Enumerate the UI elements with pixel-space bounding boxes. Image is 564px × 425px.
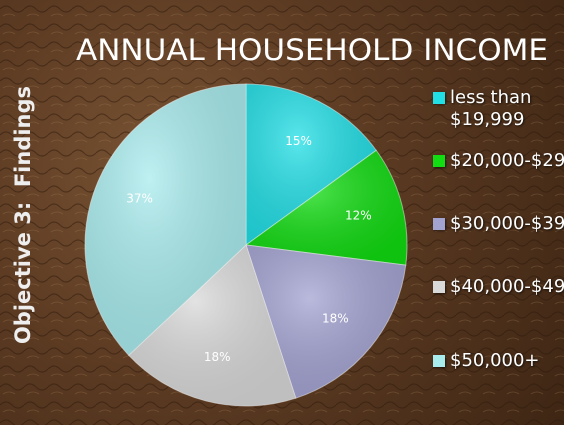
pie: 15% 12% 18% 18% 37% [84, 83, 408, 407]
legend-swatch [433, 281, 445, 293]
slice-shading [128, 245, 296, 406]
legend-label: $30,000-$39,999 [450, 213, 564, 234]
legend-swatch [433, 355, 445, 367]
slice-shading [246, 84, 377, 245]
data-label: 15% [285, 134, 312, 148]
data-label: 18% [204, 350, 231, 364]
data-label: 18% [322, 311, 349, 325]
data-label: 12% [345, 209, 372, 223]
slice-shading [246, 245, 406, 399]
legend-swatch [433, 218, 445, 230]
legend-label: $50,000+ [450, 350, 540, 371]
legend-swatch [433, 155, 445, 167]
legend-label: $20,000-$29,999 [450, 150, 564, 171]
legend-label: less than $19,999 [450, 87, 532, 130]
legend-swatch [433, 92, 445, 104]
chart-title: ANNUAL HOUSEHOLD INCOME [76, 33, 548, 67]
legend-label: $40,000-$49,999 [450, 276, 564, 297]
slice-shading [84, 84, 246, 356]
data-label: 37% [126, 191, 153, 205]
slice-shading [246, 150, 408, 266]
side-label: Objective 3: Findings [11, 86, 35, 344]
